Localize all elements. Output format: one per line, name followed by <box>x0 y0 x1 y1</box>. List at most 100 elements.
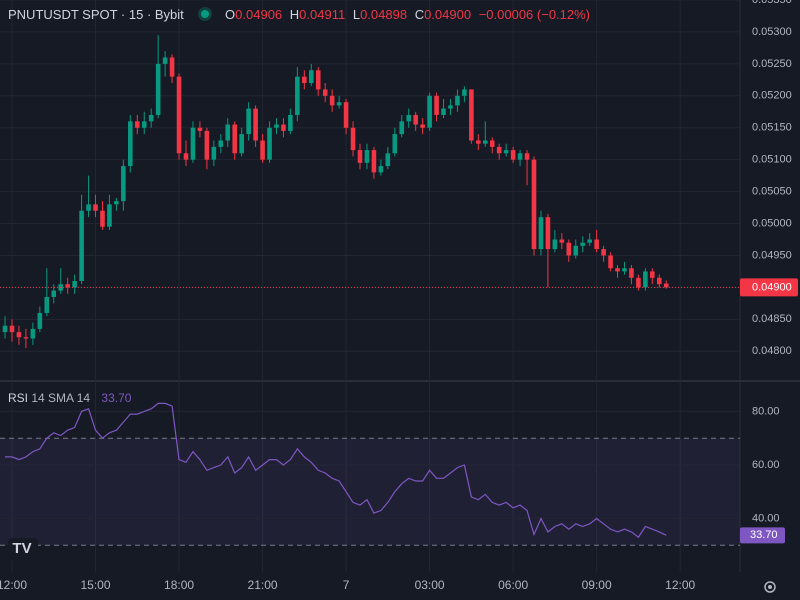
candle-body <box>427 95 432 128</box>
candle-body <box>469 89 474 141</box>
candle-body <box>406 114 412 122</box>
candle-body <box>594 239 599 250</box>
candle-body <box>169 57 175 77</box>
candle-body <box>72 281 77 288</box>
symbol-title: PNUTUSDT SPOT · 15 · Bybit <box>8 7 184 22</box>
y-tick-label: 0.04950 <box>752 249 792 261</box>
symbol-header: PNUTUSDT SPOT · 15 · Bybit O0.04906 H0.0… <box>8 7 594 22</box>
logo[interactable]: TV <box>8 538 38 560</box>
candle-body <box>643 271 648 288</box>
candle-body <box>141 121 147 128</box>
candle-body <box>225 124 231 141</box>
candle-body <box>134 121 140 128</box>
candle-body <box>489 140 495 147</box>
candle-body <box>622 268 627 272</box>
candle-body <box>114 201 119 205</box>
x-tick-label: 09:00 <box>582 578 612 592</box>
candle-body <box>65 284 70 288</box>
candle-body <box>462 89 467 96</box>
candle-body <box>441 108 446 115</box>
candle-body <box>496 146 502 154</box>
candle-body <box>392 134 398 154</box>
candle-body <box>211 146 217 160</box>
candle-body <box>23 337 29 339</box>
ohlc-c-label: C <box>414 7 425 22</box>
candle-body <box>162 57 168 64</box>
candle-body <box>260 140 265 160</box>
candle-body <box>176 76 182 154</box>
candle-body <box>155 63 161 115</box>
candle-body <box>378 166 384 173</box>
candle-body <box>531 159 537 250</box>
y-tick-label: 0.05150 <box>752 122 792 134</box>
candle-body <box>566 242 572 256</box>
candle-body <box>629 268 634 278</box>
candle-body <box>503 150 509 154</box>
candle-body <box>573 245 579 256</box>
candle-body <box>615 268 620 272</box>
candle-body <box>385 153 391 167</box>
x-tick-label: 06:00 <box>498 578 528 592</box>
candle-body <box>30 328 36 339</box>
candle-body <box>107 204 112 227</box>
candle-body <box>302 76 307 84</box>
ohlc-c: 0.04900 <box>424 7 472 22</box>
candle-body <box>218 140 224 147</box>
candle-body <box>183 153 189 160</box>
x-tick-label: 15:00 <box>81 578 111 592</box>
candle-body <box>79 210 84 282</box>
last-price-label: 0.04900 <box>752 281 792 293</box>
candle-body <box>538 217 544 250</box>
candle-body <box>650 271 655 278</box>
ohlc-h: 0.04911 <box>299 7 346 22</box>
x-tick-label: 21:00 <box>248 578 278 592</box>
settings-icon[interactable] <box>764 581 776 593</box>
candle-body <box>308 70 314 84</box>
ohlc-o-label: O <box>225 7 236 22</box>
candle-body <box>315 70 321 90</box>
candle-body <box>329 95 335 106</box>
candle-body <box>100 210 105 227</box>
y-tick-label: 0.05250 <box>752 58 792 70</box>
svg-text:TV: TV <box>12 540 31 557</box>
candle-body <box>16 332 22 338</box>
candle-body <box>420 124 425 128</box>
candle-body <box>288 114 293 131</box>
x-tick-label: 03:00 <box>415 578 445 592</box>
y-tick-label: 0.05200 <box>752 90 792 102</box>
candle-body <box>448 105 453 109</box>
x-tick-label: 18:00 <box>164 578 194 592</box>
y-tick-label: 0.05000 <box>752 217 792 229</box>
candle-body <box>545 217 551 250</box>
rsi-line <box>5 402 667 539</box>
x-tick-label: 12:00 <box>0 578 27 592</box>
candle-body <box>343 102 349 128</box>
status-dot <box>201 10 210 18</box>
candle-body <box>246 108 251 135</box>
ohlc-l: 0.04898 <box>360 7 408 22</box>
candle-body <box>350 127 356 151</box>
candle-body <box>580 242 586 246</box>
y-tick-label: 0.04850 <box>752 313 792 325</box>
candle-body <box>148 114 154 122</box>
candle-body <box>608 255 613 269</box>
candle-body <box>93 204 98 211</box>
candle-body <box>197 127 203 131</box>
rsi-params: 14 SMA 14 <box>31 391 91 405</box>
candle-body <box>295 76 300 115</box>
price-change: −0.00006 (−0.12%) <box>478 7 591 22</box>
rsi-value: 33.70 <box>101 391 132 405</box>
ohlc-l-label: L <box>352 7 361 22</box>
y-tick-label: 0.05100 <box>752 154 792 166</box>
candle-body <box>232 124 238 154</box>
y-tick-label: 0.05350 <box>752 0 792 6</box>
candle-body <box>656 277 662 285</box>
rsi-value-label: 33.70 <box>750 529 778 541</box>
rsi-value-box <box>740 527 785 544</box>
candle-body <box>399 121 405 135</box>
candle-body <box>9 325 15 333</box>
candle-body <box>364 150 370 163</box>
rsi-header: RSI 14 SMA 14 33.70 <box>8 391 131 405</box>
candle-body <box>274 124 279 128</box>
